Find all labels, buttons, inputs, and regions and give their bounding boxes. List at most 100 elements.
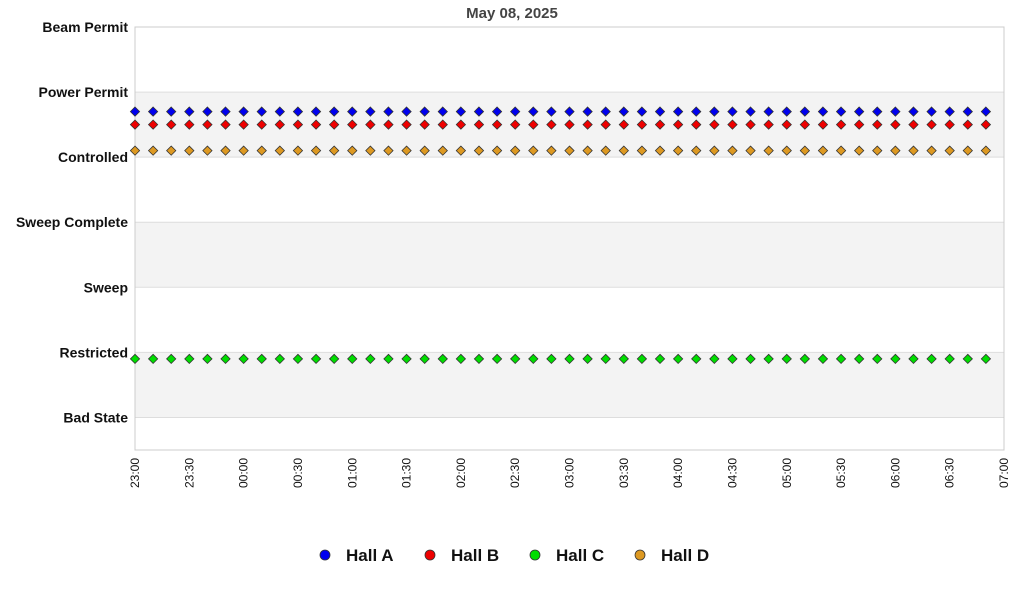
point-hall-b [365, 119, 376, 130]
point-hall-a [654, 106, 666, 117]
point-hall-d [220, 145, 231, 156]
point-hall-b [328, 119, 340, 130]
x-tick-label: 02:00 [454, 458, 468, 488]
legend-label-hall-b: Hall B [451, 546, 499, 565]
point-hall-d [528, 145, 539, 156]
legend-label-hall-a: Hall A [346, 546, 394, 565]
point-hall-d [727, 145, 738, 156]
x-tick-label: 06:00 [888, 458, 902, 488]
point-hall-b [238, 119, 249, 130]
point-hall-d [546, 145, 557, 156]
point-hall-d [455, 145, 467, 156]
point-hall-a [691, 106, 702, 117]
point-hall-c [220, 353, 231, 365]
point-hall-d [817, 145, 829, 156]
x-tick-label: 23:30 [182, 458, 196, 488]
point-hall-a [872, 106, 883, 117]
point-hall-d [636, 145, 648, 156]
point-hall-b [835, 119, 847, 130]
point-hall-c [618, 353, 629, 365]
point-hall-d [238, 145, 249, 156]
point-hall-c [944, 353, 955, 365]
x-tick-label: 05:30 [834, 458, 848, 488]
point-hall-c [745, 353, 756, 365]
point-hall-a [582, 106, 593, 117]
point-hall-b [600, 119, 611, 130]
point-hall-b [564, 119, 575, 130]
point-hall-c [401, 353, 412, 365]
point-hall-b [220, 119, 231, 130]
y-tick-label: Restricted [60, 344, 128, 360]
y-axis-labels: Bad State Restricted Sweep Sweep Complete Co… [16, 19, 128, 425]
point-hall-c [491, 353, 503, 365]
point-hall-a [817, 106, 829, 117]
point-hall-c [256, 353, 267, 365]
point-hall-a [220, 106, 231, 117]
point-hall-c [817, 353, 829, 365]
point-hall-a [799, 106, 811, 117]
x-tick-label: 06:30 [943, 458, 957, 488]
point-hall-a [890, 106, 901, 117]
x-tick-label: 23:00 [128, 458, 142, 488]
point-hall-a [835, 106, 847, 117]
point-hall-b [202, 119, 213, 130]
point-hall-d [510, 145, 521, 156]
point-hall-a [926, 106, 937, 117]
point-hall-c [980, 353, 992, 365]
point-hall-d [473, 145, 485, 156]
point-hall-a [546, 106, 557, 117]
point-hall-a [473, 106, 485, 117]
legend: Hall A Hall B Hall C Hall D [319, 546, 709, 565]
point-hall-c [310, 353, 322, 365]
point-hall-b [691, 119, 702, 130]
point-hall-c [455, 353, 467, 365]
point-hall-a [184, 106, 195, 117]
legend-marker-hall-c [529, 549, 541, 561]
legend-marker-hall-d [634, 549, 646, 561]
point-hall-c [365, 353, 376, 365]
legend-marker-hall-b [424, 549, 436, 561]
x-tick-label: 01:00 [345, 458, 359, 488]
point-hall-b [473, 119, 485, 130]
point-hall-b [184, 119, 195, 130]
point-hall-a [763, 106, 774, 117]
point-hall-c [582, 353, 593, 365]
point-hall-b [763, 119, 774, 130]
point-hall-b [347, 119, 358, 130]
point-hall-c [672, 353, 684, 365]
y-tick-label: Bad State [63, 409, 128, 425]
point-hall-a [908, 106, 919, 117]
point-hall-b [166, 119, 177, 130]
point-hall-a [274, 106, 285, 117]
point-hall-b [890, 119, 901, 130]
point-hall-d [582, 145, 593, 156]
data-points [129, 106, 992, 365]
point-hall-b [510, 119, 521, 130]
point-hall-d [799, 145, 811, 156]
point-hall-d [383, 145, 394, 156]
point-hall-a [310, 106, 322, 117]
point-hall-b [944, 119, 955, 130]
point-hall-d [129, 145, 141, 156]
point-hall-d [763, 145, 774, 156]
point-hall-a [292, 106, 304, 117]
point-hall-d [835, 145, 847, 156]
point-hall-b [799, 119, 811, 130]
plot-bands [135, 27, 1004, 450]
band-controlled [135, 157, 1004, 223]
y-tick-label: Controlled [58, 149, 128, 165]
legend-label-hall-d: Hall D [661, 546, 709, 565]
chart-title: May 08, 2025 [466, 5, 558, 22]
x-tick-label: 01:30 [400, 458, 414, 488]
legend-label-hall-c: Hall C [556, 546, 604, 565]
point-hall-b [636, 119, 648, 130]
point-hall-c [835, 353, 847, 365]
point-hall-a [618, 106, 629, 117]
point-hall-c [709, 353, 720, 365]
point-hall-d [564, 145, 575, 156]
point-hall-a [727, 106, 738, 117]
point-hall-b [310, 119, 322, 130]
point-hall-c [510, 353, 521, 365]
point-hall-d [709, 145, 720, 156]
